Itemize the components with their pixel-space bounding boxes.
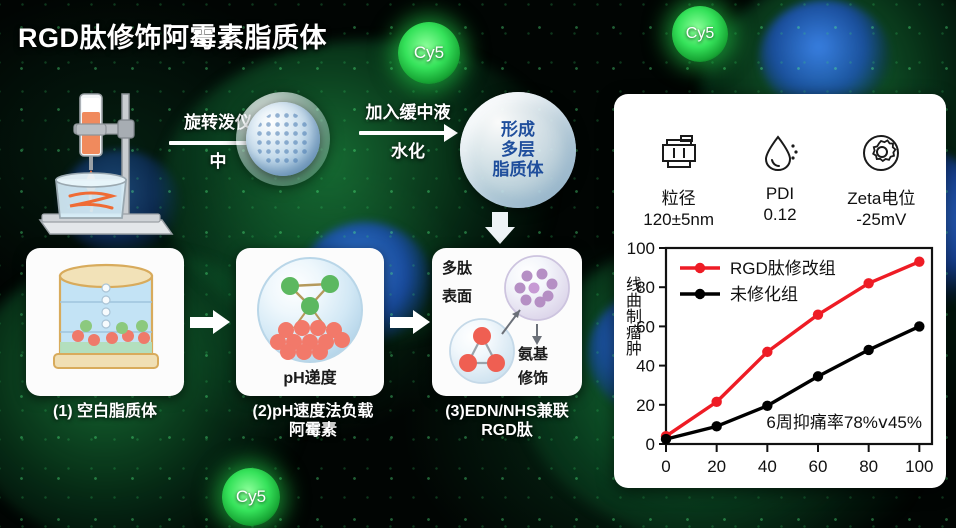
chart-data-point	[660, 433, 672, 445]
tumor-inhibition-chart: 线 曲 制 瘤 肿 0 20 40 60 80 100 0 20 40 60 80 100 RGD肽修改…	[614, 238, 946, 488]
y-label-char: 曲	[625, 293, 642, 310]
nucleus-dapi	[760, 0, 890, 112]
chart-plot-frame	[664, 246, 934, 446]
panel-2-inner-label: pH递度	[283, 370, 337, 387]
syringe-stand-apparatus-icon	[22, 92, 182, 242]
panel-2-caption-line-1: (2)pH速度法负载	[252, 403, 374, 420]
stat-particle-size-label: 粒径	[661, 189, 696, 208]
chart-data-point	[914, 256, 925, 267]
stat-particle-size-value: 120±5nm	[643, 210, 715, 229]
chart-data-point	[863, 344, 874, 356]
chart-x-tick-label: 20	[707, 457, 726, 476]
cy5-label: Cy5	[235, 487, 267, 506]
chart-x-tick-label: 60	[809, 457, 828, 476]
chart-data-point	[762, 400, 773, 411]
caliper-icon	[629, 130, 729, 176]
y-label-char: 制	[625, 309, 642, 326]
chart-data-point	[863, 278, 874, 289]
chart-series-line-1	[664, 324, 922, 441]
panel-3-inner-label-a: 多肽	[442, 260, 473, 277]
process-flow-row: 旋转泼仪 中 加入缓中液 水化 形成 多层 脂质体	[0, 86, 620, 246]
stat-zeta-label: Zeta电位	[847, 189, 916, 208]
chart-data-point	[762, 346, 773, 358]
chart-y-tick-label: 20	[636, 396, 655, 415]
stats-row: 粒径 120±5nm PDI 0.12	[614, 94, 946, 230]
bubble-line-3: 脂质体	[492, 160, 544, 180]
chart-series-line-0	[664, 260, 922, 438]
cy5-cell-marker: Cy5	[222, 468, 280, 526]
panel-edc-nhs-rgd[interactable]: 多肽 表面 氨基 修饰	[432, 248, 582, 396]
stat-pdi-label: PDI	[765, 184, 795, 203]
chart-y-tick-label: 40	[636, 357, 655, 376]
stat-pdi-value: 0.12	[763, 205, 797, 224]
cy5-label: Cy5	[413, 43, 445, 62]
result-bubble: 形成 多层 脂质体	[460, 92, 576, 208]
stat-zeta-potential: Zeta电位 -25mV	[831, 130, 931, 230]
characterization-card: 粒径 120±5nm PDI 0.12	[614, 94, 946, 488]
chart-x-tick-label: 80	[859, 457, 878, 476]
legend-swatch-dot	[694, 262, 706, 274]
panel-3-inner-label-c: 氨基	[518, 346, 549, 363]
chart-x-tick-label: 100	[905, 457, 933, 476]
panel-3-inner-label-b: 表面	[442, 288, 473, 305]
cy5-label: Cy5	[685, 25, 715, 42]
cy5-cell-marker: Cy5	[672, 6, 728, 62]
panel-3-caption-line-1: (3)EDN/NHS兼联	[445, 403, 569, 420]
y-label-char: 肿	[625, 341, 642, 358]
result-bubble-text: 形成 多层 脂质体	[493, 120, 544, 180]
legend-label: 未修化组	[730, 285, 798, 304]
legend-label: RGD肽修改组	[730, 259, 836, 278]
chart-data-point	[914, 321, 925, 332]
arrow-2-glyph	[338, 123, 478, 142]
arrow-1-label-top: 旋转泼仪	[184, 113, 252, 132]
chart-y-tick-label: 100	[627, 239, 655, 258]
y-label-char: 瘤	[625, 325, 642, 342]
chart-y-tick-label: 80	[636, 278, 655, 297]
panel-ph-gradient-loading[interactable]: pH递度	[236, 248, 384, 396]
stat-particle-size: 粒径 120±5nm	[629, 130, 729, 230]
gear-icon	[831, 130, 931, 176]
panel-3-caption-line-2: RGD肽	[481, 422, 533, 440]
arrow-2-label-bottom: 水化	[391, 141, 425, 161]
process-arrow-down	[485, 212, 515, 244]
chart-y-axis-label: 线 曲 制 瘤 肿	[624, 278, 644, 358]
droplet-icon	[730, 130, 830, 176]
chart-data-point	[711, 421, 722, 432]
stat-pdi: PDI 0.12	[730, 130, 830, 230]
panel-1-caption: (1) 空白脂质体	[52, 403, 157, 420]
arrow-1-label-bottom: 中	[209, 151, 227, 171]
arrow-2-label-top: 加入缓中液	[365, 103, 451, 122]
chart-annotation: 6周抑痛率78%ⅴ45%	[766, 413, 922, 432]
cy5-cell-marker: Cy5	[398, 22, 460, 84]
chart-data-point	[711, 396, 722, 408]
chart-data-point	[812, 371, 824, 382]
panel-blank-liposome[interactable]	[26, 248, 184, 396]
panel-3-inner-label-d: 修饰	[518, 370, 549, 387]
bubble-line-2: 多层	[501, 139, 535, 159]
synthesis-panel-row: (1) 空白脂质体	[0, 240, 620, 470]
chart-y-tick-label: 60	[636, 317, 655, 336]
panel-2-caption: (2)pH速度法负载 阿霉素	[218, 402, 408, 440]
figure-title: RGD肽修饰阿霉素脂质体	[18, 23, 327, 53]
stat-zeta-value: -25mV	[856, 210, 907, 229]
chart-x-tick-label: 0	[661, 457, 670, 476]
chart-x-tick-label: 40	[758, 457, 777, 476]
chart-y-tick-label: 0	[646, 435, 655, 454]
process-arrow-2: 加入缓中液 水化	[338, 103, 478, 161]
chart-data-point	[812, 309, 824, 320]
panel-arrow-1-2	[190, 310, 230, 334]
y-label-char: 线	[625, 277, 642, 294]
panel-2-caption-line-2: 阿霉素	[288, 422, 337, 440]
bubble-line-1: 形成	[501, 119, 535, 139]
panel-arrow-2-3	[390, 310, 430, 334]
panel-3-caption: (3)EDN/NHS兼联 RGD肽	[412, 402, 602, 440]
legend-swatch-dot	[694, 288, 706, 300]
multilamellar-liposome-icon	[246, 102, 320, 176]
